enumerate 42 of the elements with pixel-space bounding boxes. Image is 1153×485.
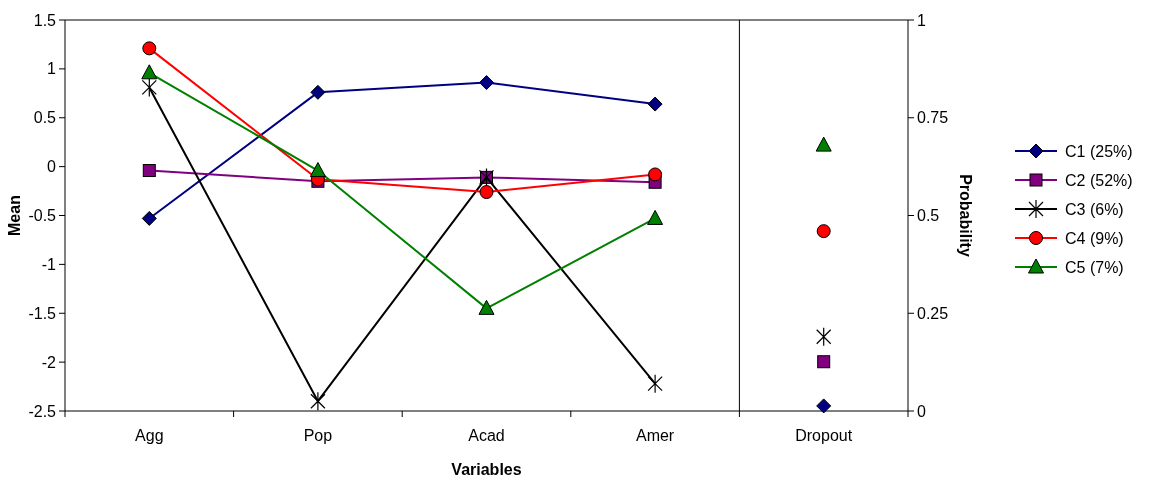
y-tick-label: -0.5 <box>28 207 57 225</box>
y2-tick-label: 1 <box>917 11 926 29</box>
y-tick-label: -2 <box>41 353 57 371</box>
x-tick-label: Agg <box>135 427 164 444</box>
x-tick-label: Pop <box>303 427 333 444</box>
point <box>310 391 326 411</box>
y2-tick-label: 0.5 <box>917 207 940 225</box>
x-axis-title: Variables <box>451 461 522 478</box>
y-tick-label: -1.5 <box>28 304 57 322</box>
y2-tick-label: 0.75 <box>917 109 949 127</box>
point <box>479 185 494 200</box>
y-tick-label: -2.5 <box>28 402 57 420</box>
y2-axis-title: Probability <box>957 174 974 257</box>
point <box>647 209 664 225</box>
y-tick-label: 1 <box>47 60 57 78</box>
point <box>142 164 156 178</box>
x-tick-label: Amer <box>635 427 675 444</box>
point <box>142 41 157 56</box>
point <box>141 64 158 80</box>
point <box>309 162 326 178</box>
x-tick-label: Dropout <box>795 427 853 444</box>
point <box>647 96 663 112</box>
point <box>310 84 326 100</box>
legend-label: C3 (6%) <box>1065 200 1124 218</box>
point <box>648 167 663 182</box>
y2-tick-label: 0 <box>917 402 926 420</box>
legend-label: C5 (7%) <box>1065 258 1124 276</box>
legend-label: C1 (25%) <box>1065 142 1133 160</box>
point <box>141 77 157 98</box>
y-axis-title: Mean <box>6 195 23 236</box>
point <box>479 75 494 91</box>
y-tick-label: 0 <box>47 158 57 176</box>
legend-label: C2 (52%) <box>1065 171 1133 189</box>
y-tick-label: 1.5 <box>33 11 57 29</box>
point <box>478 299 495 315</box>
x-tick-label: Acad <box>468 427 505 444</box>
point <box>141 210 157 226</box>
y-tick-label: -1 <box>41 255 57 273</box>
y-tick-label: 0.5 <box>33 109 57 127</box>
y2-tick-label: 0.25 <box>917 304 949 322</box>
legend-label: C4 (9%) <box>1065 229 1124 247</box>
point <box>647 374 663 394</box>
